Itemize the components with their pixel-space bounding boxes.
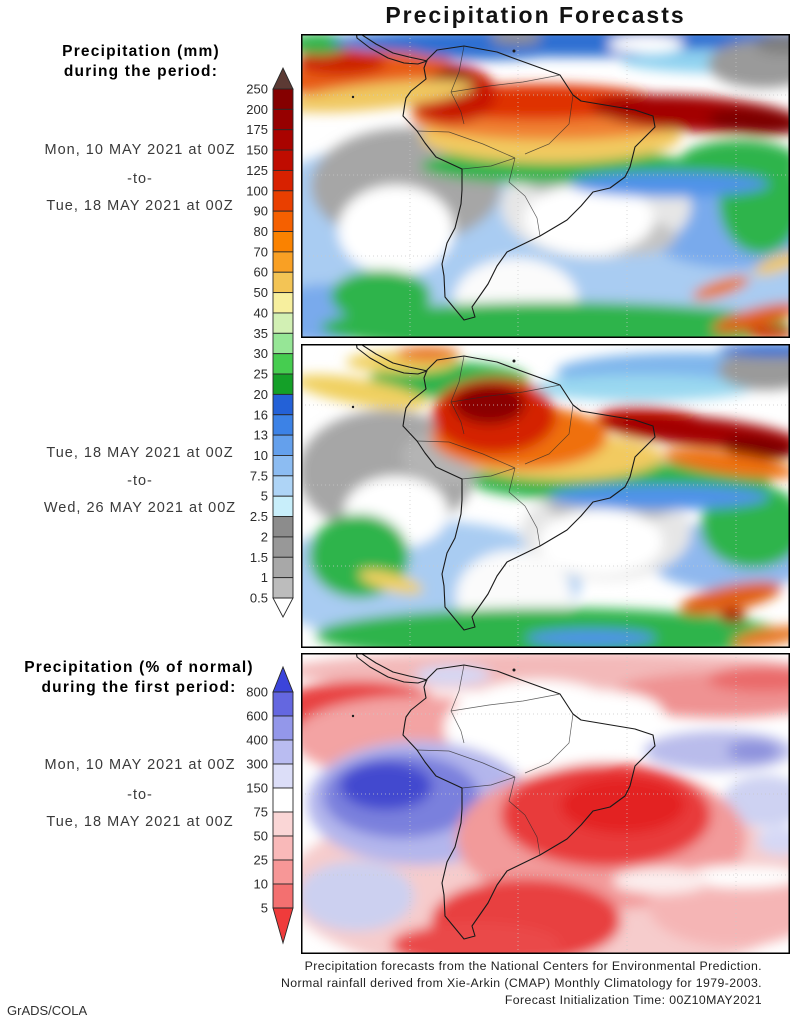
- colorbar-pct: 800 600 400 300 150 75 50 25 10 5: [230, 665, 296, 947]
- map-panel-precip-mm-period2: [301, 344, 790, 648]
- footer-caption: Precipitation forecasts from the Nationa…: [20, 958, 762, 1009]
- figure-title: Precipitation Forecasts: [385, 2, 686, 28]
- map-panel-precip-mm-period1: [301, 34, 790, 338]
- svg-text:300: 300: [246, 757, 268, 772]
- svg-text:150: 150: [246, 781, 268, 796]
- pct-period-end-label: Tue, 18 MAY 2021 at 00Z: [46, 814, 234, 830]
- svg-text:100: 100: [246, 183, 268, 198]
- svg-text:2.5: 2.5: [250, 509, 268, 524]
- svg-text:25: 25: [254, 853, 268, 868]
- svg-text:50: 50: [254, 829, 268, 844]
- svg-text:30: 30: [254, 346, 268, 361]
- svg-text:250: 250: [246, 82, 268, 97]
- svg-text:2: 2: [261, 529, 268, 544]
- svg-text:25: 25: [254, 367, 268, 382]
- svg-text:1.5: 1.5: [250, 550, 268, 565]
- galapagos-island-mark: [351, 405, 355, 409]
- svg-text:5: 5: [261, 901, 268, 916]
- footer-line2: Normal rainfall derived from Xie-Arkin (…: [281, 976, 762, 990]
- svg-text:16: 16: [254, 407, 268, 422]
- galapagos-island-mark: [351, 714, 355, 718]
- colorbar-mm: 250 200 175 150 125 100 90 80 70 60 50 40 35 30 25 20 16…: [230, 66, 296, 622]
- period2-end-label: Wed, 26 MAY 2021 at 00Z: [43, 500, 237, 516]
- grads-credit: GrADS/COLA: [7, 1003, 88, 1018]
- period1-start-label: Mon, 10 MAY 2021 at 00Z: [44, 142, 236, 158]
- period2-start-label: Tue, 18 MAY 2021 at 00Z: [46, 445, 234, 461]
- svg-text:60: 60: [254, 265, 268, 280]
- section-pct-heading: Precipitation (% of normal) during the f…: [11, 658, 267, 698]
- period1-separator: -to-: [127, 171, 153, 187]
- trinidad-island-mark: [512, 359, 516, 363]
- pct-period-separator: -to-: [127, 787, 153, 803]
- pct-period-start-label: Mon, 10 MAY 2021 at 00Z: [44, 757, 236, 773]
- svg-text:70: 70: [254, 244, 268, 259]
- svg-text:13: 13: [254, 428, 268, 443]
- section-mm-heading: Precipitation (mm) during the period:: [31, 42, 251, 82]
- trinidad-island-mark: [512, 49, 516, 53]
- svg-text:80: 80: [254, 224, 268, 239]
- section-pct-heading-line2: during the first period:: [41, 679, 237, 696]
- svg-text:40: 40: [254, 305, 268, 320]
- section-pct-heading-line1: Precipitation (% of normal): [24, 659, 254, 676]
- svg-text:10: 10: [254, 877, 268, 892]
- footer-line1: Precipitation forecasts from the Nationa…: [304, 959, 762, 973]
- svg-text:10: 10: [254, 448, 268, 463]
- svg-text:35: 35: [254, 326, 268, 341]
- svg-text:75: 75: [254, 805, 268, 820]
- svg-text:1: 1: [261, 570, 268, 585]
- svg-text:0.5: 0.5: [250, 591, 268, 606]
- svg-text:600: 600: [246, 709, 268, 724]
- section-mm-heading-line2: during the period:: [63, 63, 219, 80]
- svg-text:400: 400: [246, 733, 268, 748]
- svg-text:800: 800: [246, 685, 268, 700]
- period2-separator: -to-: [127, 473, 153, 489]
- footer-line3: Forecast Initialization Time: 00Z10MAY20…: [504, 993, 762, 1007]
- svg-text:7.5: 7.5: [250, 468, 268, 483]
- svg-text:90: 90: [254, 204, 268, 219]
- svg-text:50: 50: [254, 285, 268, 300]
- svg-text:125: 125: [246, 163, 268, 178]
- svg-text:175: 175: [246, 122, 268, 137]
- svg-text:5: 5: [261, 489, 268, 504]
- map-panel-precip-pct-period1: [301, 653, 790, 954]
- galapagos-island-mark: [351, 95, 355, 99]
- trinidad-island-mark: [512, 668, 516, 672]
- section-mm-heading-line1: Precipitation (mm): [62, 43, 220, 60]
- svg-text:200: 200: [246, 102, 268, 117]
- period1-end-label: Tue, 18 MAY 2021 at 00Z: [46, 198, 234, 214]
- svg-text:150: 150: [246, 143, 268, 158]
- svg-text:20: 20: [254, 387, 268, 402]
